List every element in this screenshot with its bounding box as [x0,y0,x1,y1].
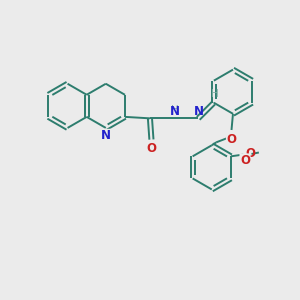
Text: O: O [226,133,236,146]
Text: H: H [170,104,178,115]
Text: O: O [240,154,250,167]
Text: N: N [194,105,203,118]
Text: N: N [101,129,111,142]
Text: O: O [226,133,236,146]
Text: O: O [146,142,156,155]
Text: H: H [211,89,219,99]
Text: N: N [101,129,111,142]
Text: O: O [245,148,255,160]
Text: N: N [169,105,179,118]
Text: O: O [146,142,156,155]
